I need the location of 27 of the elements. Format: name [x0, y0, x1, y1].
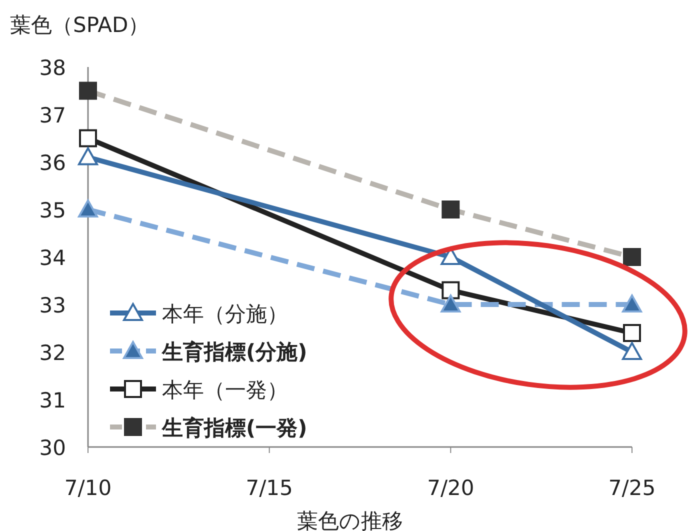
point [623, 324, 641, 342]
x-tick-label: 7/10 [64, 476, 112, 500]
y-tick-label: 38 [39, 56, 66, 80]
legend-label: 生育指標(分施) [161, 340, 308, 364]
y-tick-label: 31 [39, 388, 66, 412]
point [622, 342, 642, 360]
y-tick-label: 30 [39, 436, 66, 460]
y-tick-label: 37 [39, 104, 66, 128]
point [78, 147, 98, 166]
y-tick-label: 36 [39, 151, 66, 175]
y-tick-label: 35 [39, 198, 66, 222]
x-tick-label: 7/25 [608, 476, 656, 500]
point [440, 294, 461, 312]
y-tick-label: 34 [39, 246, 66, 270]
legend-label: 本年（一発） [162, 378, 288, 402]
y-axis-title: 葉色（SPAD） [10, 13, 150, 37]
x-tick-label: 7/20 [427, 476, 474, 500]
legend-label: 本年（分施） [162, 302, 288, 326]
x-tick-label: 7/15 [246, 476, 293, 500]
x-axis-title: 葉色の推移 [297, 509, 403, 531]
y-tick-label: 32 [39, 341, 66, 365]
legend-label: 生育指標(一発) [161, 416, 308, 440]
point [622, 294, 642, 312]
point [442, 281, 460, 300]
point [78, 200, 98, 218]
y-tick-label: 33 [39, 294, 66, 318]
point [79, 129, 97, 148]
